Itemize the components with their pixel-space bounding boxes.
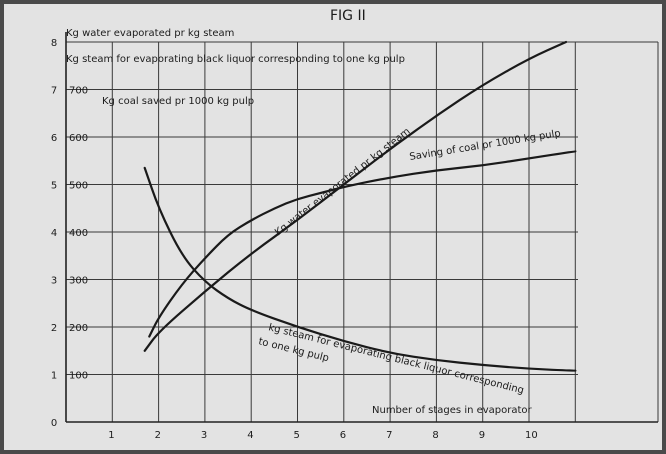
chart-title: FIG II (330, 8, 366, 24)
y3-tick-label: 100 (69, 371, 88, 382)
y-tick-label: 2 (51, 323, 57, 334)
x-tick-label: 7 (386, 430, 392, 441)
tick-labels: 1 2 3 4 5 6 7 8 9 1001234567810020030040050060070… (51, 38, 538, 441)
y-tick-label: 1 (51, 371, 57, 382)
axis-2-label: Kg steam for evaporating black liquor co… (66, 54, 405, 65)
y3-tick-label: 700 (69, 86, 88, 97)
series-line-3 (148, 150, 577, 338)
series-line-2 (143, 166, 577, 372)
x-tick-label: 5 (294, 430, 300, 441)
x-axis-label: Number of stages in evaporator (372, 405, 533, 416)
y-tick-label: 8 (51, 38, 57, 49)
y3-tick-label: 400 (69, 228, 88, 239)
x-tick-label: 9 (479, 430, 485, 441)
y3-tick-label: 300 (69, 276, 88, 287)
y3-tick-label: 500 (69, 181, 88, 192)
plot-paper (4, 4, 662, 450)
x-tick-label: 2 (155, 430, 161, 441)
y-tick-label: 7 (51, 86, 57, 97)
y-tick-label: 0 (51, 418, 57, 429)
y-tick-label: 4 (51, 228, 57, 239)
x-tick-label: 1 (108, 430, 114, 441)
y-tick-label: 3 (51, 276, 57, 287)
y3-tick-label: 200 (69, 323, 88, 334)
axes (65, 32, 658, 423)
grid (65, 41, 659, 423)
series-lines (143, 40, 577, 372)
y-tick-label: 6 (51, 133, 57, 144)
y-tick-label: 5 (51, 181, 57, 192)
x-tick-label: 6 (340, 430, 346, 441)
y3-tick-label: 600 (69, 133, 88, 144)
axis-1-label: Kg water evaporated pr kg steam (66, 28, 234, 39)
x-tick-label: 8 (432, 430, 438, 441)
x-tick-label: 4 (247, 430, 253, 441)
axis-3-label: Kg coal saved pr 1000 kg pulp (102, 96, 254, 107)
series-line-1 (143, 40, 568, 352)
x-tick-label: 3 (201, 430, 207, 441)
x-tick-label: 10 (525, 430, 538, 441)
